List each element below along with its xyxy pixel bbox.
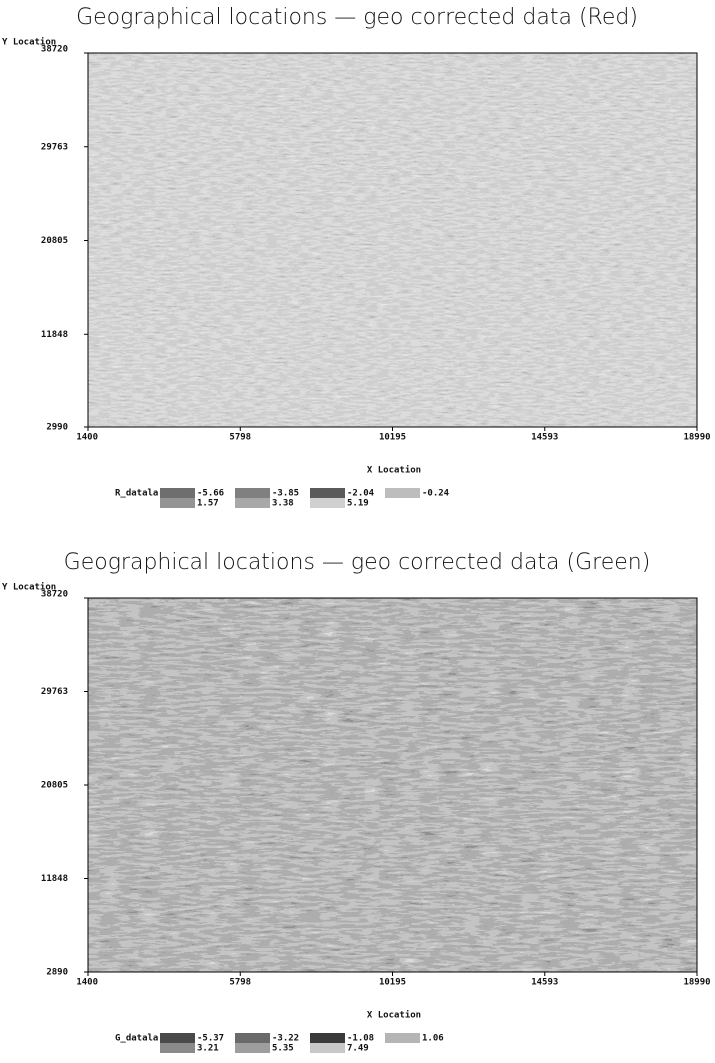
y-tick-label: 38720 [41, 590, 68, 600]
legend-label: 5.35 [272, 1044, 294, 1054]
x-tick-label: 14593 [531, 978, 558, 988]
x-axis-label: X Location [367, 1010, 421, 1021]
chart-title: Geographical locations — geo corrected d… [64, 550, 651, 575]
x-tick-label: 5798 [229, 433, 251, 443]
legend-swatch [385, 488, 420, 498]
legend-swatch [385, 1033, 420, 1043]
legend-title: G_datala [115, 1034, 158, 1044]
legend-title: R_datala [115, 489, 158, 499]
legend-label: -2.04 [347, 489, 375, 499]
x-tick-label: 1400 [76, 978, 98, 988]
legend-label: -1.08 [347, 1034, 374, 1044]
x-axis-label: X Location [367, 465, 421, 476]
legend-label: -5.66 [197, 489, 224, 499]
legend-label: 1.06 [422, 1034, 444, 1044]
y-tick-label: 11848 [41, 874, 68, 884]
legend-swatch [235, 488, 270, 498]
x-tick-label: 10195 [379, 433, 406, 443]
y-tick-label: 29763 [41, 687, 68, 697]
legend-label: 1.57 [197, 499, 219, 509]
raster [88, 598, 697, 972]
y-tick-label: 29763 [41, 142, 68, 152]
legend-swatch [160, 498, 195, 508]
y-tick-label: 38720 [41, 45, 68, 55]
legend-swatch [160, 488, 195, 498]
y-axis-label: Y Location [2, 582, 56, 593]
x-tick-label: 10195 [379, 978, 406, 988]
x-tick-label: 1400 [76, 433, 98, 443]
x-tick-label: 18990 [683, 978, 710, 988]
chart-title: Geographical locations — geo corrected d… [76, 5, 638, 30]
legend-swatch [160, 1043, 195, 1053]
raster [88, 53, 697, 427]
legend-label: -3.85 [272, 489, 299, 499]
legend-label: -5.37 [197, 1034, 224, 1044]
y-tick-label: 20805 [41, 781, 68, 791]
legend-label: 7.49 [347, 1044, 369, 1054]
y-axis-label: Y Location [2, 37, 56, 48]
legend-label: 5.19 [347, 499, 369, 509]
legend-swatch [235, 1033, 270, 1043]
legend-swatch [310, 1043, 345, 1053]
legend-label: 3.38 [272, 499, 294, 509]
legend-swatch [310, 498, 345, 508]
legend-label: -3.22 [272, 1034, 299, 1044]
legend-swatch [160, 1033, 195, 1043]
legend-label: 3.21 [197, 1044, 219, 1054]
x-tick-label: 18990 [683, 433, 710, 443]
legend-label: -0.24 [422, 489, 450, 499]
y-tick-label: 20805 [41, 236, 68, 246]
x-tick-label: 14593 [531, 433, 558, 443]
legend-swatch [310, 488, 345, 498]
legend-swatch [235, 1043, 270, 1053]
y-tick-label: 2890 [46, 968, 68, 978]
legend-swatch [235, 498, 270, 508]
y-tick-label: 11848 [41, 330, 68, 340]
legend-swatch [310, 1033, 345, 1043]
x-tick-label: 5798 [229, 978, 251, 988]
y-tick-label: 2990 [46, 423, 68, 433]
